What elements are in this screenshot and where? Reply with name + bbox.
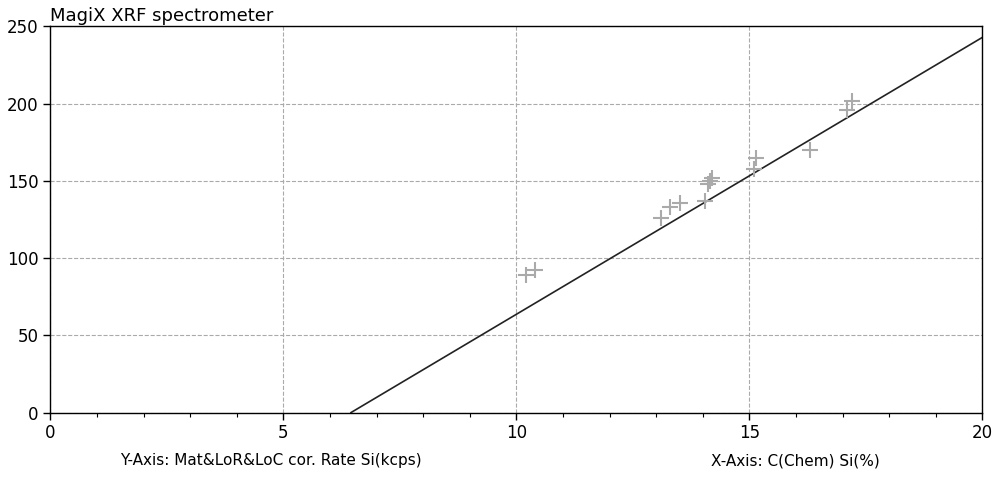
Text: X-Axis: C(Chem) Si(%): X-Axis: C(Chem) Si(%): [711, 454, 880, 468]
Text: MagiX XRF spectrometer: MagiX XRF spectrometer: [50, 7, 274, 25]
Text: Y-Axis: Mat&LoR&LoC cor. Rate Si(kcps): Y-Axis: Mat&LoR&LoC cor. Rate Si(kcps): [120, 454, 422, 468]
